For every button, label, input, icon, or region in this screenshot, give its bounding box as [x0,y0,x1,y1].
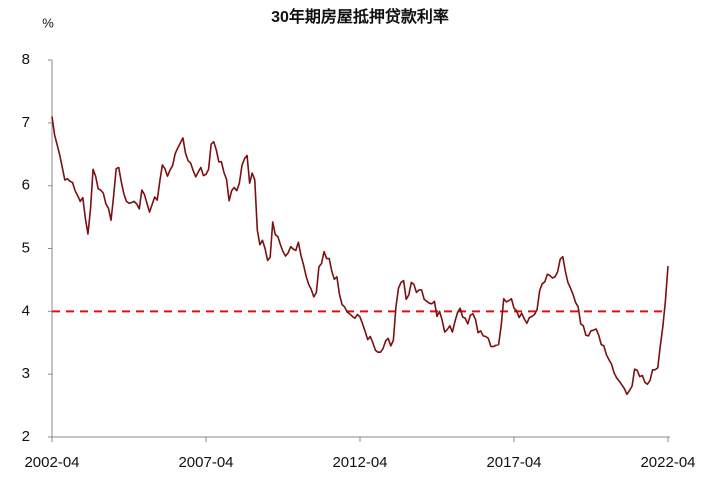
y-tick-label: 6 [22,177,30,194]
y-tick-label: 5 [22,239,30,256]
y-tick-label: 4 [22,302,30,319]
chart-title: 30年期房屋抵押贷款利率 [271,7,449,26]
y-tick-label: 8 [22,51,30,68]
x-tick-label: 2017-04 [486,454,541,471]
x-tick-label: 2007-04 [178,454,233,471]
x-tick-label: 2012-04 [332,454,387,471]
y-tick-label: 3 [22,365,30,382]
y-axis-label: % [42,15,54,30]
x-tick-label: 2022-04 [640,454,695,471]
y-tick-label: 7 [22,114,30,131]
line-series [51,116,669,396]
x-tick-label: 2002-04 [24,454,79,471]
y-tick-label: 2 [22,428,30,445]
